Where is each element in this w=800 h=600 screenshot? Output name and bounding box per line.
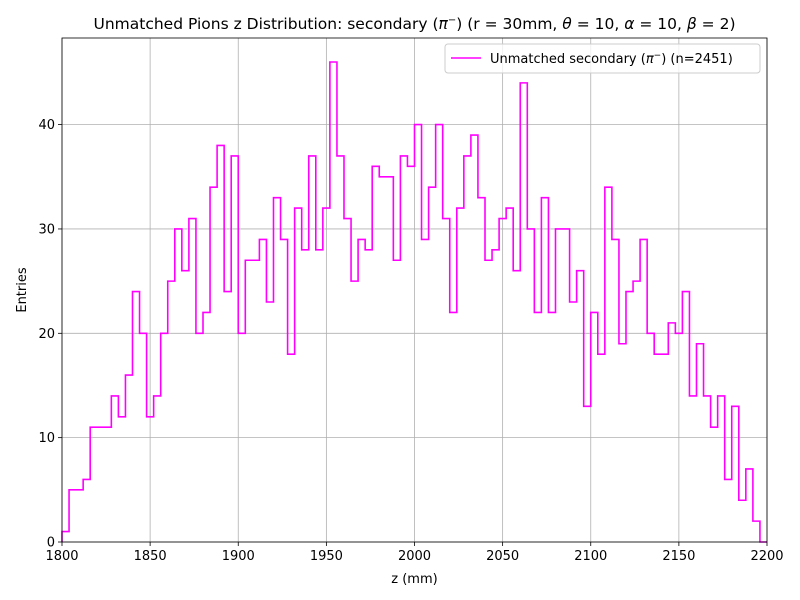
x-tick-label: 2050 (486, 549, 519, 564)
x-tick-label: 2000 (398, 549, 431, 564)
y-tick-label: 20 (38, 327, 55, 342)
x-axis-label: z (mm) (391, 572, 437, 587)
y-tick-label: 10 (38, 431, 55, 446)
x-tick-label: 2150 (662, 549, 695, 564)
x-tick-label: 2100 (574, 549, 607, 564)
y-axis-ticks: 0 10 20 30 40 (38, 118, 62, 551)
x-tick-label: 1900 (222, 549, 255, 564)
legend: Unmatched secondary (π−) (n=2451) (444, 43, 761, 74)
y-tick-label: 40 (38, 118, 55, 133)
y-tick-label: 0 (47, 536, 55, 551)
x-tick-label: 1800 (45, 549, 78, 564)
x-tick-label: 1850 (134, 549, 167, 564)
x-axis-ticks: 1800 1850 1900 1950 2000 2050 2100 2150 2200 (45, 542, 784, 564)
legend-label: Unmatched secondary (π−) (n=2451) (490, 51, 733, 67)
legend-box (444, 43, 761, 74)
x-tick-label: 1950 (310, 549, 343, 564)
y-tick-label: 30 (38, 222, 55, 237)
y-axis-label: Entries (15, 267, 30, 313)
histogram-series-line (61, 61, 767, 543)
x-tick-label: 2200 (750, 549, 783, 564)
chart-title: Unmatched Pions z Distribution: secondar… (93, 15, 735, 33)
